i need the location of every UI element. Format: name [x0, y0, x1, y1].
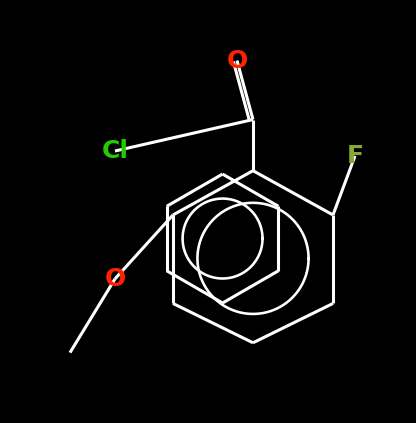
- Text: O: O: [104, 267, 126, 291]
- Text: F: F: [347, 144, 364, 168]
- Text: Cl: Cl: [102, 139, 129, 163]
- Text: O: O: [226, 49, 248, 72]
